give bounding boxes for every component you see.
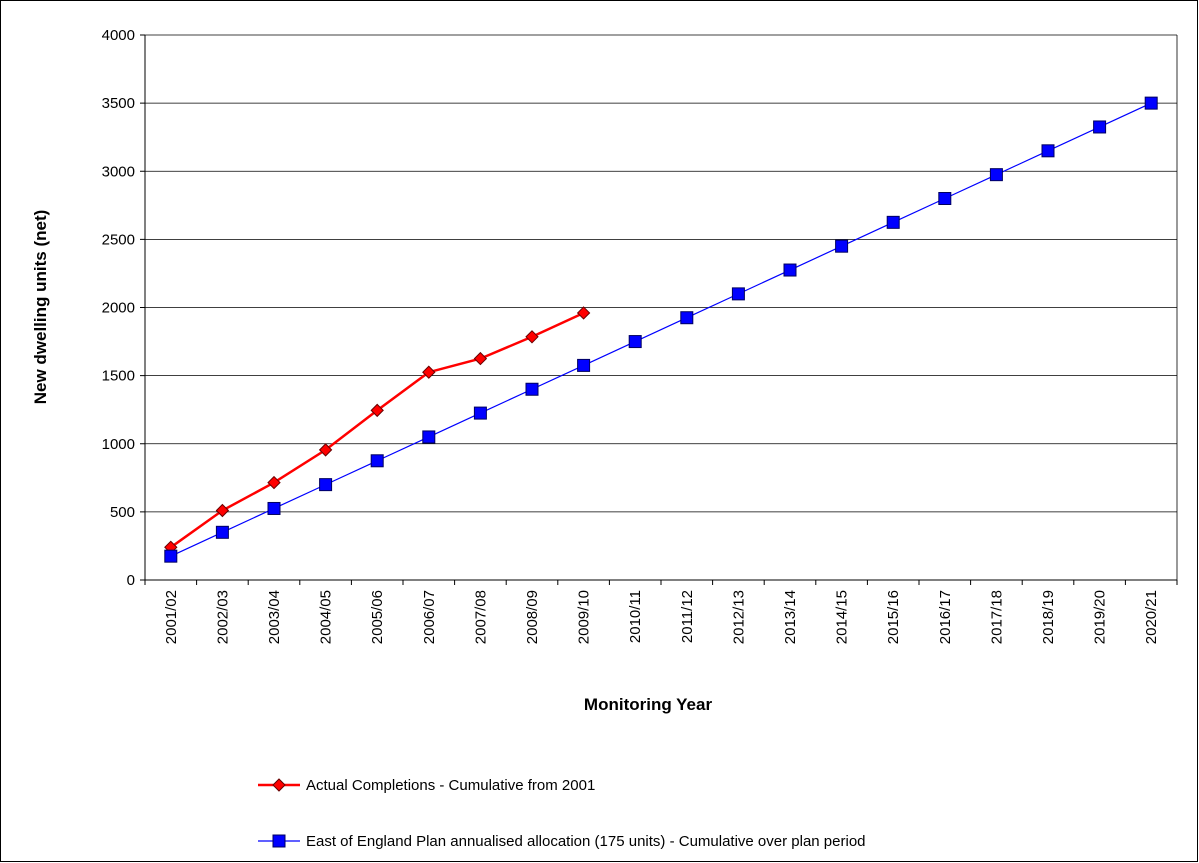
data-point xyxy=(319,478,333,492)
data-point xyxy=(473,351,488,366)
data-point xyxy=(267,501,281,515)
x-tick-label: 2005/06 xyxy=(369,590,386,644)
x-tick-label: 2003/04 xyxy=(266,590,283,644)
y-tick-label: 1500 xyxy=(102,368,135,385)
data-point xyxy=(835,239,849,253)
x-tick-label: 2001/02 xyxy=(163,590,180,644)
x-tick-label: 2017/18 xyxy=(988,590,1005,644)
y-tick-label: 500 xyxy=(110,504,135,521)
y-axis-title: New dwelling units (net) xyxy=(31,210,50,405)
y-tick-label: 4000 xyxy=(102,27,135,44)
x-tick-label: 2012/13 xyxy=(730,590,747,644)
data-point xyxy=(473,406,487,420)
data-point xyxy=(525,382,539,396)
x-tick-label: 2009/10 xyxy=(576,590,593,644)
data-point xyxy=(576,306,591,320)
x-tick-label: 2008/09 xyxy=(524,590,541,644)
y-tick-label: 1000 xyxy=(102,436,135,453)
data-point xyxy=(886,215,900,229)
x-tick-label: 2002/03 xyxy=(214,590,231,644)
x-tick-label: 2010/11 xyxy=(627,590,644,643)
y-tick-label: 3500 xyxy=(102,95,135,112)
data-point xyxy=(215,503,230,518)
x-tick-label: 2011/12 xyxy=(679,590,696,643)
data-point xyxy=(370,454,384,468)
x-tick-label: 2020/21 xyxy=(1143,590,1160,644)
data-point xyxy=(164,549,178,563)
series-line xyxy=(170,102,1152,557)
data-point xyxy=(1041,144,1055,158)
y-tick-label: 3000 xyxy=(102,163,135,180)
data-point xyxy=(215,525,229,539)
y-tick-label: 0 xyxy=(127,572,135,589)
legend-marker xyxy=(272,834,286,848)
data-point xyxy=(577,358,591,372)
x-tick-label: 2007/08 xyxy=(472,590,489,644)
data-point xyxy=(938,192,952,205)
data-point xyxy=(783,263,797,277)
data-point xyxy=(1144,96,1158,110)
data-point xyxy=(370,403,384,418)
data-point xyxy=(731,287,745,301)
data-point xyxy=(318,443,333,457)
data-point xyxy=(422,365,436,379)
x-tick-label: 2004/05 xyxy=(318,590,335,644)
data-point xyxy=(989,168,1003,182)
data-point xyxy=(422,430,436,444)
x-axis-title: Monitoring Year xyxy=(584,695,713,714)
x-tick-label: 2014/15 xyxy=(834,590,851,644)
data-point xyxy=(680,311,694,325)
legend-marker xyxy=(272,778,286,792)
x-tick-label: 2019/20 xyxy=(1092,590,1109,644)
legend-label: Actual Completions - Cumulative from 200… xyxy=(306,777,595,794)
x-tick-label: 2013/14 xyxy=(782,590,799,644)
x-tick-label: 2015/16 xyxy=(885,590,902,644)
data-point xyxy=(628,335,642,349)
y-tick-label: 2500 xyxy=(102,231,135,248)
data-point xyxy=(267,475,281,490)
x-tick-label: 2006/07 xyxy=(421,590,438,644)
data-point xyxy=(1093,120,1107,134)
x-tick-label: 2016/17 xyxy=(937,590,954,644)
data-point xyxy=(525,330,539,344)
legend-label: East of England Plan annualised allocati… xyxy=(306,833,866,850)
y-tick-label: 2000 xyxy=(102,300,135,317)
x-tick-label: 2018/19 xyxy=(1040,590,1057,644)
